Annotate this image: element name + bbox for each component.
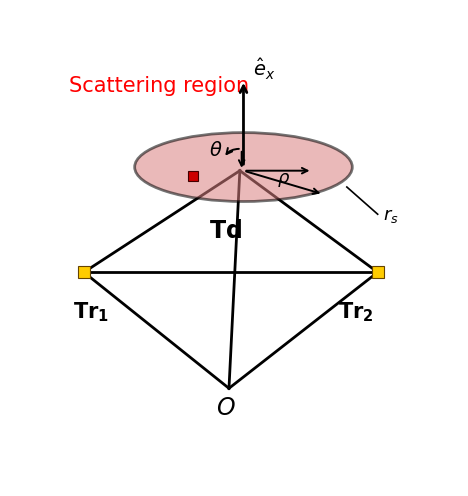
Text: $\mathbf{Tr_2}$: $\mathbf{Tr_2}$ <box>338 301 374 324</box>
Text: $\mathit{O}$: $\mathit{O}$ <box>215 396 235 420</box>
Text: $\mathbf{Tr_1}$: $\mathbf{Tr_1}$ <box>73 301 109 324</box>
Text: $r_s$: $r_s$ <box>383 207 399 225</box>
Ellipse shape <box>135 132 352 201</box>
Text: $\mathbf{Td}$: $\mathbf{Td}$ <box>209 219 242 243</box>
Text: $\hat{e}_x$: $\hat{e}_x$ <box>253 57 275 82</box>
Text: Scattering region: Scattering region <box>69 76 249 96</box>
Bar <box>188 171 198 181</box>
Text: $\theta$: $\theta$ <box>210 141 223 160</box>
Bar <box>372 266 384 278</box>
Text: $\rho$: $\rho$ <box>277 171 290 189</box>
Bar <box>78 266 90 278</box>
